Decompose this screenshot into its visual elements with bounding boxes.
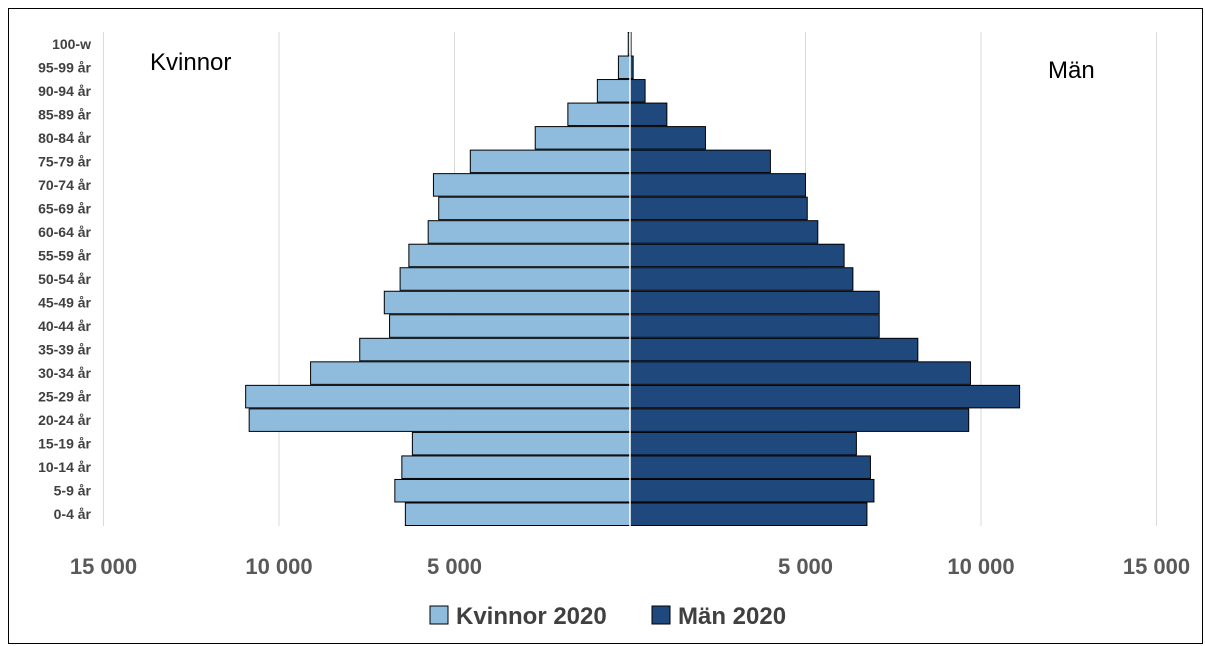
bar-man-3 bbox=[629, 431, 857, 456]
bar-kvinnor-16 bbox=[534, 126, 631, 150]
bar-man-0 bbox=[629, 502, 868, 527]
legend-item-man: Män 2020 bbox=[651, 603, 786, 630]
x-tick-label-0: 15 000 bbox=[70, 554, 137, 579]
bar-kvinnor-3 bbox=[411, 431, 631, 456]
age-label-0: 0-4 år bbox=[54, 506, 92, 522]
bars bbox=[245, 32, 1021, 527]
age-label-7: 35-39 år bbox=[38, 342, 91, 358]
bar-kvinnor-0 bbox=[404, 502, 631, 527]
bar-kvinnor-6 bbox=[310, 361, 631, 385]
age-label-12: 60-64 år bbox=[38, 224, 91, 240]
legend-item-kvinnor: Kvinnor 2020 bbox=[429, 603, 607, 630]
bar-kvinnor-7 bbox=[359, 337, 631, 362]
bar-man-6 bbox=[629, 361, 971, 385]
age-label-6: 30-34 år bbox=[38, 365, 91, 381]
age-label-19: 95-99 år bbox=[38, 59, 91, 75]
legend: Kvinnor 2020 Män 2020 bbox=[429, 603, 786, 630]
bar-man-13 bbox=[629, 196, 808, 221]
bar-kvinnor-17 bbox=[567, 102, 631, 127]
bar-man-2 bbox=[629, 455, 871, 479]
bar-man-8 bbox=[629, 314, 880, 338]
x-tick-labels: 15 000 10 000 5 000 5 000 10 000 15 000 bbox=[70, 554, 1190, 579]
x-tick-label-2: 5 000 bbox=[427, 554, 482, 579]
age-label-4: 20-24 år bbox=[38, 412, 91, 428]
age-label-20: 100-w bbox=[52, 36, 91, 52]
bar-kvinnor-18 bbox=[596, 79, 631, 103]
age-label-11: 55-59 år bbox=[38, 247, 91, 263]
bar-kvinnor-12 bbox=[427, 220, 631, 244]
bar-man-12 bbox=[629, 220, 819, 244]
bar-man-9 bbox=[629, 290, 880, 315]
age-label-1: 5-9 år bbox=[54, 483, 92, 499]
age-label-18: 90-94 år bbox=[38, 83, 91, 99]
population-pyramid-chart: 0-4 år 5-9 år 10-14 år 15-19 år 20-24 år 25-2… bbox=[38, 32, 1190, 630]
bar-man-1 bbox=[629, 478, 875, 503]
age-label-2: 10-14 år bbox=[38, 459, 91, 475]
bar-kvinnor-19 bbox=[617, 55, 631, 80]
bar-man-10 bbox=[629, 267, 854, 291]
bar-man-14 bbox=[629, 173, 806, 197]
age-labels: 0-4 år 5-9 år 10-14 år 15-19 år 20-24 år 25-2… bbox=[38, 36, 91, 522]
bar-kvinnor-11 bbox=[408, 243, 631, 268]
bar-man-16 bbox=[629, 126, 706, 150]
bar-man-4 bbox=[629, 408, 970, 432]
x-tick-label-1: 10 000 bbox=[245, 554, 312, 579]
bar-kvinnor-8 bbox=[389, 314, 631, 338]
bar-kvinnor-13 bbox=[438, 196, 631, 221]
bar-kvinnor-10 bbox=[399, 267, 631, 291]
age-label-14: 70-74 år bbox=[38, 177, 91, 193]
bar-kvinnor-1 bbox=[394, 478, 631, 503]
side-label-right: Män bbox=[1048, 57, 1095, 84]
age-label-8: 40-44 år bbox=[38, 318, 91, 334]
age-label-3: 15-19 år bbox=[38, 436, 91, 452]
bar-kvinnor-15 bbox=[469, 149, 631, 174]
chart-frame: 0-4 år 5-9 år 10-14 år 15-19 år 20-24 år 25-2… bbox=[8, 8, 1203, 644]
bar-kvinnor-5 bbox=[245, 384, 631, 409]
bar-man-18 bbox=[629, 79, 646, 103]
age-label-15: 75-79 år bbox=[38, 153, 91, 169]
bar-man-15 bbox=[629, 149, 771, 174]
legend-swatch-man bbox=[651, 605, 671, 625]
age-label-13: 65-69 år bbox=[38, 200, 91, 216]
bar-kvinnor-4 bbox=[248, 408, 631, 432]
x-tick-label-3: 5 000 bbox=[778, 554, 833, 579]
x-tick-label-5: 15 000 bbox=[1123, 554, 1190, 579]
legend-label-kvinnor: Kvinnor 2020 bbox=[456, 603, 607, 630]
bar-kvinnor-2 bbox=[401, 455, 631, 479]
bar-man-7 bbox=[629, 337, 919, 362]
bar-man-5 bbox=[629, 384, 1021, 409]
age-label-17: 85-89 år bbox=[38, 106, 91, 122]
side-label-left: Kvinnor bbox=[150, 49, 231, 76]
age-label-9: 45-49 år bbox=[38, 295, 91, 311]
age-label-5: 25-29 år bbox=[38, 389, 91, 405]
bar-kvinnor-9 bbox=[383, 290, 631, 315]
bar-man-17 bbox=[629, 102, 668, 127]
legend-label-man: Män 2020 bbox=[678, 603, 786, 630]
age-label-10: 50-54 år bbox=[38, 271, 91, 287]
x-tick-label-4: 10 000 bbox=[947, 554, 1014, 579]
bar-kvinnor-14 bbox=[432, 173, 631, 197]
age-label-16: 80-84 år bbox=[38, 130, 91, 146]
bar-man-11 bbox=[629, 243, 845, 268]
legend-swatch-kvinnor bbox=[429, 605, 449, 625]
